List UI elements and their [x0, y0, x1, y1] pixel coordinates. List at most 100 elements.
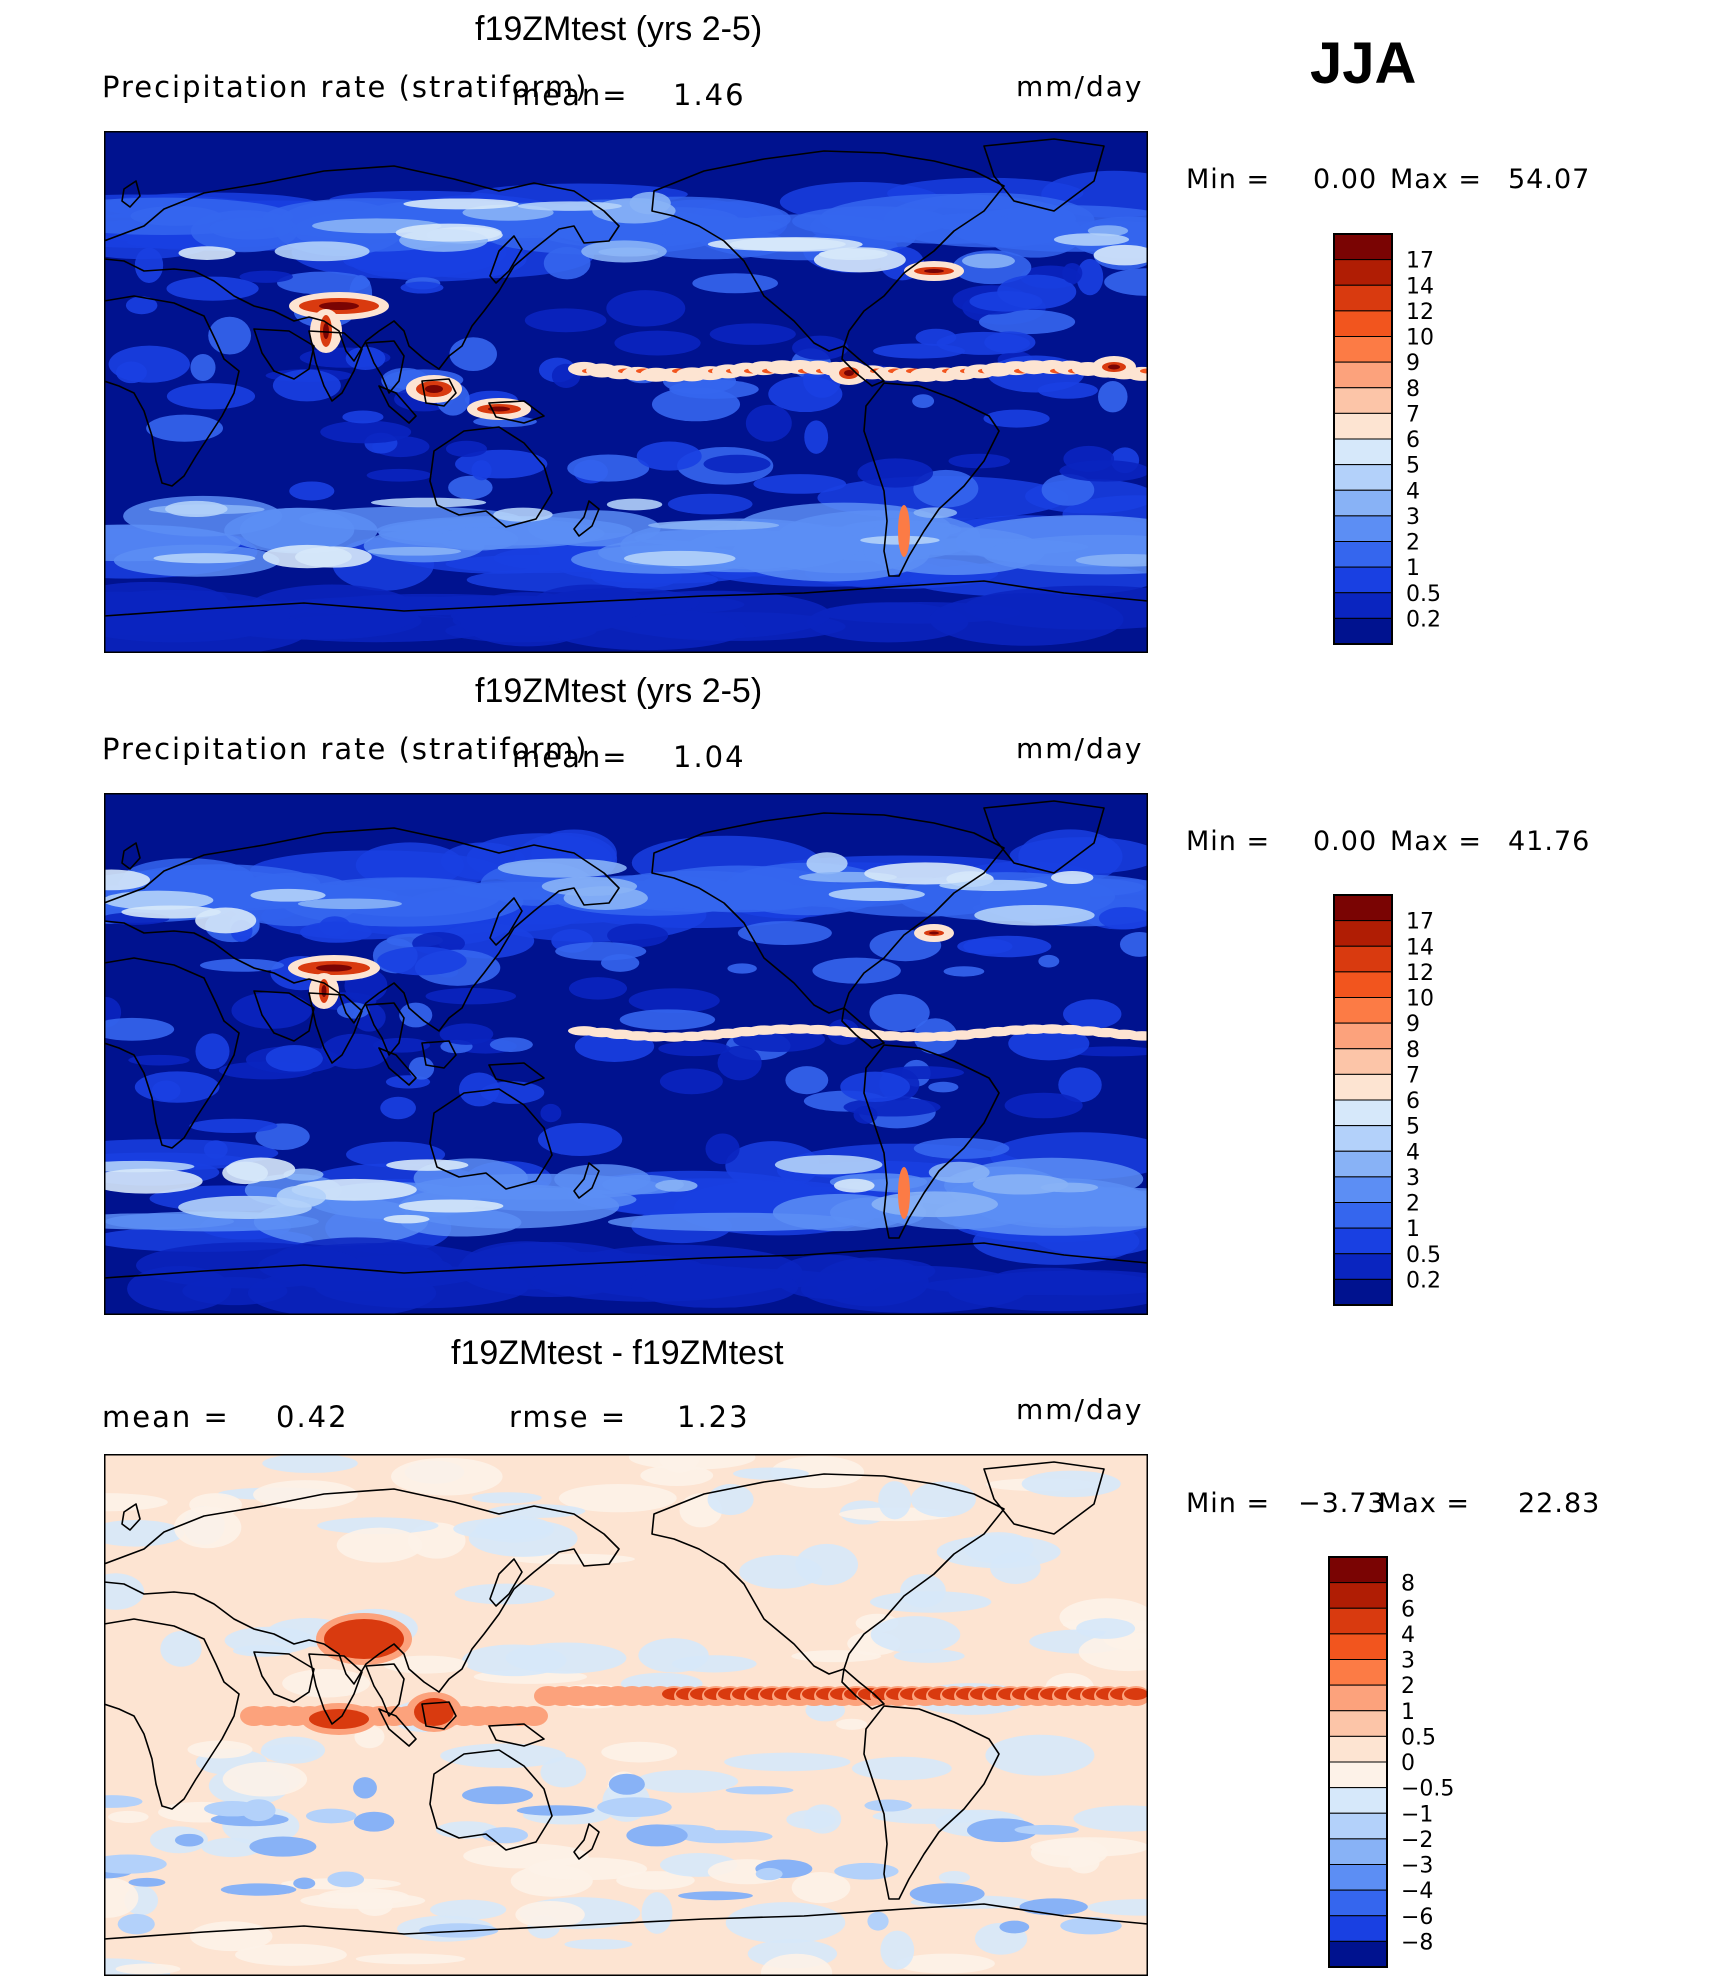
- panel2-map-patch: [607, 923, 669, 948]
- panel1-map-patch: [745, 404, 792, 442]
- panel3-max-label: Max =: [1378, 1488, 1471, 1519]
- panel1-map-storm-patch: [104, 589, 291, 643]
- panel2-max-value: 41.76: [1508, 826, 1591, 857]
- panel2-map-patch: [1063, 999, 1122, 1029]
- panel2-map-patch: [104, 1017, 175, 1041]
- panel3-map-negative-patch: [725, 1786, 794, 1795]
- panel3-map-negative-patch: [353, 1777, 377, 1799]
- panel2-map-patch: [408, 1056, 435, 1080]
- colorbar3-segment: [1328, 1889, 1388, 1917]
- colorbar2-tick-label: 1: [1406, 1217, 1420, 1242]
- panel3-map-patch: [391, 1457, 503, 1496]
- panel3-map-negative-patch: [174, 1833, 204, 1847]
- panel2-map-patch: [134, 1071, 220, 1103]
- colorbar3-segment: [1328, 1710, 1388, 1737]
- colorbar1-tick-label: 0.5: [1406, 582, 1441, 607]
- panel3-map-coastline: [253, 1651, 315, 1703]
- panel1-map-light-patch: [623, 550, 736, 566]
- panel2-map-patch: [1098, 906, 1148, 930]
- panel3-map-patch: [430, 1899, 507, 1920]
- colorbar2-segment: [1333, 920, 1393, 947]
- panel1-map-patch: [703, 454, 771, 474]
- panel1-map-light-patch: [729, 237, 863, 252]
- panel3-map-patch: [383, 1655, 469, 1674]
- panel3-map-negative-patch: [1014, 1824, 1079, 1835]
- panel3-map-coastline: [308, 1653, 363, 1725]
- season-label: JJA: [1310, 31, 1417, 96]
- panel1-map-patch: [978, 309, 1076, 335]
- panel2-map-patch: [943, 966, 985, 977]
- panel1-map-light-patch: [165, 500, 228, 517]
- panel2-map-patch: [843, 1097, 941, 1117]
- panel1-map-light-patch: [403, 198, 519, 210]
- panel3-map-patch: [453, 1518, 553, 1540]
- panel2-map-frame: [104, 793, 1148, 1315]
- panel1-map-light-patch: [153, 553, 256, 564]
- colorbar1-segment: [1333, 617, 1393, 645]
- panel2-map-light-patch: [121, 905, 221, 919]
- panel3-map-patch: [115, 1963, 181, 1975]
- panel3-map-patch: [187, 1740, 253, 1759]
- colorbar2-tick-label: 5: [1406, 1115, 1420, 1140]
- panel3-map-negative-patch: [608, 1773, 645, 1795]
- panel3-map-negative-patch: [327, 1871, 365, 1888]
- panel3-map-coastline: [863, 1705, 1000, 1900]
- panel1-map-patch: [606, 290, 686, 327]
- panel2-mean-value: 1.04: [673, 740, 746, 774]
- colorbar3-segment: [1328, 1940, 1388, 1968]
- panel2-map-light-patch: [104, 890, 214, 910]
- panel2-map-coastline: [104, 1242, 1148, 1315]
- panel1-map-light-patch: [395, 223, 502, 242]
- colorbar3-segment: [1328, 1659, 1388, 1686]
- panel1-map-patch: [1062, 262, 1083, 284]
- colorbar3-tick-label: −6: [1401, 1905, 1433, 1930]
- panel1-mean-value: 1.46: [673, 78, 746, 112]
- panel1-map-patch: [983, 409, 1050, 428]
- panel3-map-negative-patch: [353, 1811, 395, 1832]
- panel1-map-patch: [913, 469, 979, 508]
- panel3-map-positive-core: [1124, 1688, 1148, 1700]
- colorbar2-tick-label: 6: [1406, 1089, 1420, 1114]
- panel2-map-coastline: [121, 842, 141, 870]
- panel3-map-negative-patch: [462, 1786, 533, 1805]
- panel2-map-light-patch: [226, 1157, 296, 1182]
- panel1-field-label: Precipitation rate (stratiform): [102, 70, 589, 104]
- colorbar2-segment: [1333, 1099, 1393, 1127]
- colorbar1-tick-label: 17: [1406, 249, 1434, 274]
- colorbar2-tick-label: 2: [1406, 1192, 1420, 1217]
- panel2-mean-label: mean=: [512, 740, 629, 774]
- colorbar2-tick-label: 12: [1406, 961, 1434, 986]
- colorbar2-segment: [1333, 1048, 1393, 1075]
- panel2-map-storm-patch: [247, 1268, 437, 1315]
- colorbar3-segment: [1328, 1787, 1388, 1814]
- colorbar3-tick-label: −2: [1401, 1828, 1433, 1853]
- panel1-map-coastline: [841, 345, 885, 387]
- panel2-title: f19ZMtest (yrs 2-5): [475, 672, 763, 710]
- colorbar1-segment: [1333, 464, 1393, 491]
- panel3-map-patch: [189, 1493, 242, 1517]
- panel3-map-patch: [878, 1481, 912, 1520]
- panel1-map-patch: [948, 453, 1011, 469]
- colorbar3-segment: [1328, 1607, 1388, 1635]
- panel3-map-negative-patch: [516, 1805, 595, 1816]
- panel2-map-patch: [128, 1054, 190, 1066]
- colorbar1-tick-label: 12: [1406, 300, 1434, 325]
- panel1-map-light-patch: [370, 497, 487, 508]
- panel1-map-heavy-rain-core: [1108, 364, 1120, 370]
- colorbar2-tick-label: 0.2: [1406, 1268, 1441, 1293]
- panel2-map-light-patch: [774, 1155, 883, 1175]
- panel3-map-patch: [355, 1953, 466, 1965]
- panel3-mean-label: mean =: [102, 1400, 230, 1434]
- colorbar2-tick-label: 8: [1406, 1038, 1420, 1063]
- panel3-map-negative-patch: [117, 1913, 155, 1935]
- panel1-map-light-patch: [962, 253, 1015, 269]
- panel1-min-value: 0.00: [1313, 164, 1378, 195]
- panel1-max-value: 54.07: [1508, 164, 1591, 195]
- panel3-map-patch: [505, 1642, 627, 1674]
- panel2-map-light-patch: [398, 1199, 504, 1213]
- panel2-map-light-patch: [250, 888, 326, 902]
- panel2-map-storm-patch: [773, 1254, 886, 1299]
- panel3-map-coastline: [121, 1503, 141, 1531]
- colorbar3-segment: [1328, 1735, 1388, 1763]
